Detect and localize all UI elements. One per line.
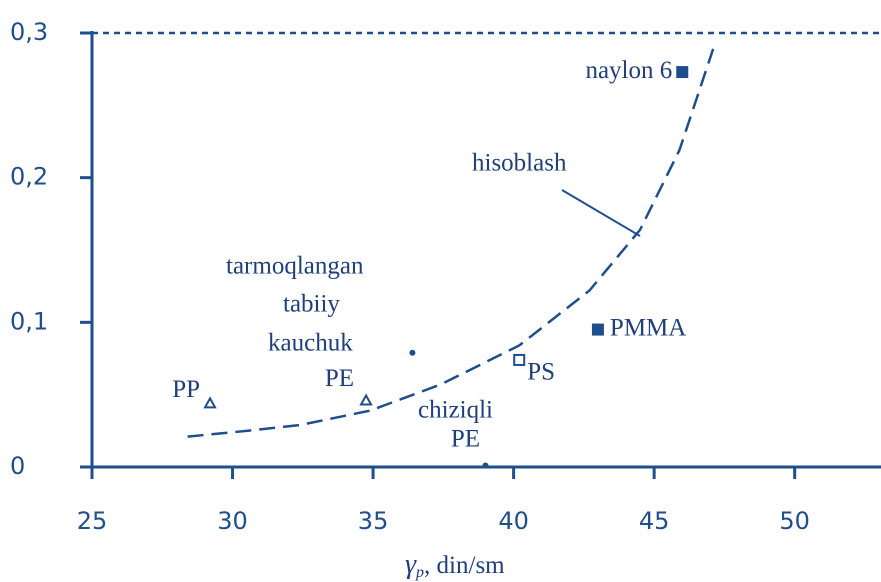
point-label: PP bbox=[172, 376, 200, 403]
point-label: PS bbox=[527, 359, 555, 386]
point bbox=[513, 353, 526, 366]
y-tick-label: 0,1 bbox=[10, 307, 48, 335]
annotation: kauchuk bbox=[268, 330, 353, 357]
y-tick-label: 0,3 bbox=[10, 18, 48, 46]
annotation: tabiiy bbox=[283, 291, 340, 318]
point bbox=[482, 462, 489, 469]
x-label-unit: , din/sm bbox=[424, 552, 505, 579]
x-tick-label: 35 bbox=[358, 507, 389, 535]
curve bbox=[187, 48, 715, 438]
x-label-symbol: γ bbox=[405, 549, 417, 580]
point-label: PE bbox=[451, 425, 480, 452]
point-label: PMMA bbox=[610, 314, 686, 341]
point-label: naylon 6 bbox=[585, 57, 672, 84]
x-tick-label: 40 bbox=[498, 507, 529, 535]
point bbox=[359, 393, 373, 406]
point bbox=[409, 349, 416, 356]
x-tick-label: 30 bbox=[217, 507, 248, 535]
annotation: tarmoqlangan bbox=[226, 253, 364, 280]
point bbox=[203, 396, 217, 409]
annotation: chiziqli bbox=[418, 397, 493, 424]
leader-line bbox=[561, 189, 641, 237]
point bbox=[591, 323, 604, 336]
x-tick-label: 25 bbox=[77, 507, 108, 535]
point-label: PE bbox=[325, 365, 354, 392]
curve-label: hisoblash bbox=[472, 150, 567, 177]
y-tick-label: 0,2 bbox=[10, 163, 48, 191]
x-axis-label: γp, din/sm bbox=[405, 549, 505, 580]
x-tick-label: 50 bbox=[779, 507, 810, 535]
x-label-subscript: p bbox=[415, 564, 424, 581]
point bbox=[676, 66, 689, 79]
x-tick-label: 45 bbox=[639, 507, 670, 535]
y-tick-label: 0 bbox=[10, 452, 25, 480]
